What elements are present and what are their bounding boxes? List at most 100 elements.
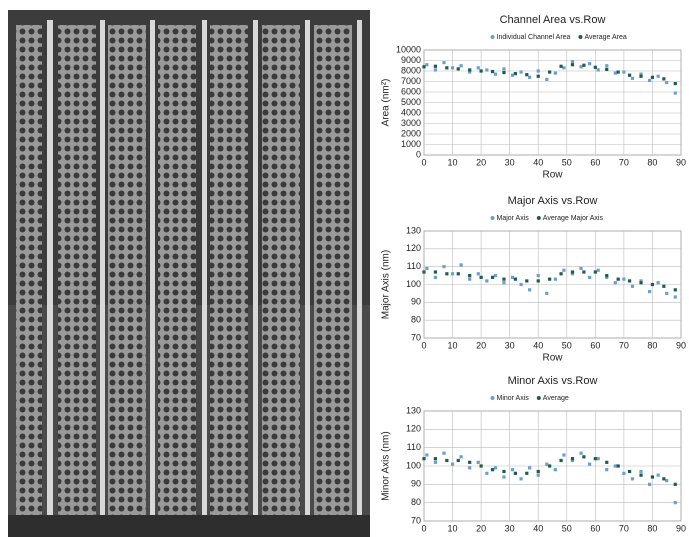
- x-tick-label: 30: [505, 157, 515, 167]
- y-tick-label: 4000: [401, 107, 421, 117]
- data-point: [476, 66, 480, 70]
- data-point: [582, 455, 586, 459]
- data-point: [673, 501, 677, 505]
- data-point: [582, 63, 586, 67]
- data-point: [468, 277, 472, 281]
- x-tick-label: 50: [562, 157, 572, 167]
- data-point: [422, 457, 426, 461]
- data-point: [579, 266, 583, 271]
- data-point: [593, 457, 597, 461]
- data-point: [628, 73, 632, 77]
- y-axis-label: Major Axis (nm): [381, 250, 392, 319]
- data-point: [422, 65, 426, 69]
- data-point: [485, 68, 489, 72]
- data-point: [445, 272, 449, 276]
- x-tick-label: 90: [676, 523, 686, 533]
- data-point: [605, 468, 609, 472]
- data-point: [630, 284, 635, 288]
- data-point: [630, 76, 635, 80]
- data-point: [622, 471, 626, 475]
- data-point: [513, 471, 517, 475]
- data-point: [570, 457, 575, 461]
- y-tick-label: 80: [411, 497, 421, 507]
- data-point: [616, 277, 620, 281]
- data-point: [553, 71, 557, 75]
- data-point: [545, 291, 549, 296]
- data-point: [445, 66, 449, 70]
- data-point: [479, 275, 483, 279]
- x-axis-label: Row: [542, 353, 563, 364]
- data-point: [548, 277, 552, 281]
- data-point: [490, 275, 495, 279]
- x-tick-label: 70: [619, 157, 629, 167]
- data-point: [479, 464, 483, 468]
- data-point: [570, 272, 575, 276]
- data-point: [673, 82, 677, 86]
- x-tick-label: 50: [562, 340, 572, 350]
- data-point: [570, 458, 575, 463]
- data-point: [548, 464, 552, 468]
- legend-label: Minor Axis: [497, 395, 530, 402]
- x-axis-label: Row: [542, 170, 563, 181]
- data-point: [628, 279, 632, 283]
- data-point: [510, 73, 515, 77]
- data-point: [596, 457, 600, 461]
- y-tick-label: 0: [416, 149, 421, 159]
- data-point: [502, 281, 506, 285]
- data-point: [647, 290, 652, 294]
- data-point: [450, 462, 455, 466]
- y-tick-label: 90: [411, 479, 421, 489]
- x-tick-label: 40: [533, 523, 543, 533]
- data-point: [425, 266, 429, 271]
- data-point: [662, 284, 666, 288]
- data-point: [673, 91, 677, 95]
- data-point: [613, 281, 617, 285]
- data-point: [468, 68, 472, 72]
- data-point: [433, 457, 438, 461]
- data-point: [502, 469, 506, 474]
- data-point: [476, 272, 480, 276]
- x-tick-label: 60: [590, 340, 600, 350]
- data-point: [528, 288, 532, 292]
- data-point: [639, 473, 643, 477]
- data-point: [459, 64, 463, 68]
- data-point: [528, 466, 532, 470]
- data-point: [579, 65, 583, 69]
- data-point: [613, 464, 617, 468]
- data-point: [510, 275, 515, 279]
- legend-label: Average: [543, 395, 569, 402]
- data-point: [545, 462, 549, 466]
- data-point: [425, 63, 429, 67]
- data-point: [468, 273, 472, 278]
- data-point: [536, 279, 540, 283]
- x-tick-label: 80: [647, 340, 657, 350]
- y-tick-label: 90: [411, 297, 421, 307]
- legend-marker: [490, 396, 495, 400]
- sem-image: [8, 10, 370, 537]
- y-tick-label: 130: [406, 225, 421, 235]
- data-point: [468, 466, 472, 470]
- data-point: [650, 282, 655, 287]
- data-point: [647, 482, 652, 486]
- y-tick-label: 8000: [401, 65, 421, 75]
- legend-marker: [578, 35, 583, 39]
- data-point: [536, 74, 540, 78]
- data-point: [613, 71, 617, 75]
- data-point: [579, 451, 583, 455]
- data-point: [459, 263, 463, 267]
- y-tick-label: 3000: [401, 118, 421, 128]
- data-point: [536, 69, 540, 73]
- data-point: [479, 69, 483, 73]
- data-point: [650, 475, 655, 479]
- data-point: [545, 77, 549, 81]
- data-point: [656, 473, 660, 477]
- legend-label: Major Axis: [497, 215, 530, 222]
- data-point: [536, 473, 540, 477]
- data-point: [536, 469, 540, 474]
- data-point: [582, 270, 586, 274]
- data-point: [639, 469, 643, 474]
- data-point: [559, 458, 563, 463]
- data-point: [485, 471, 489, 475]
